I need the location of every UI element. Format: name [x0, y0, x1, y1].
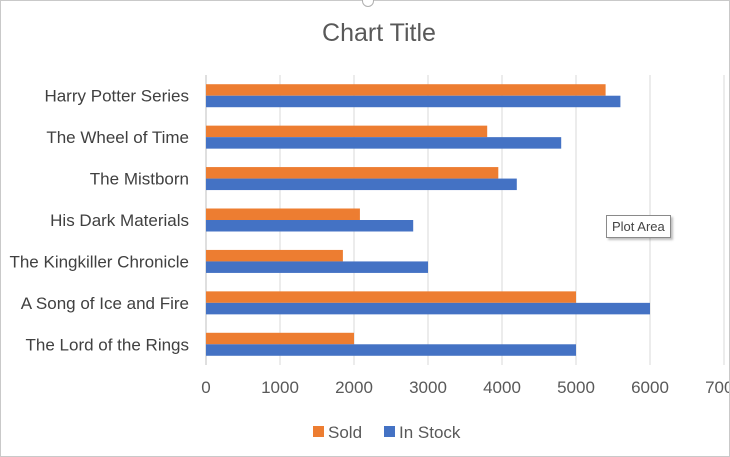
category-labels: Harry Potter Series The Wheel of Time The …: [9, 87, 189, 355]
x-tick-label: 7000: [705, 378, 729, 397]
legend[interactable]: Sold In Stock: [313, 423, 461, 442]
x-tick-label: 6000: [631, 378, 669, 397]
bar-in-stock[interactable]: [206, 220, 414, 232]
chart-title[interactable]: Chart Title: [322, 19, 436, 47]
bar-sold[interactable]: [206, 208, 360, 221]
bar-in-stock[interactable]: [206, 344, 576, 356]
category-label: The Wheel of Time: [46, 128, 189, 147]
plot-area-tooltip: Plot Area: [606, 215, 671, 238]
bar-sold[interactable]: [206, 125, 488, 138]
x-tick-label: 3000: [409, 378, 447, 397]
legend-label[interactable]: Sold: [328, 423, 362, 442]
bar-in-stock[interactable]: [206, 95, 621, 108]
x-tick-label: 2000: [335, 378, 373, 397]
gridlines: [205, 75, 725, 365]
bars[interactable]: [206, 84, 650, 356]
x-tick-label: 1000: [261, 378, 299, 397]
bar-in-stock[interactable]: [206, 178, 517, 191]
category-label: The Kingkiller Chronicle: [9, 252, 189, 271]
bar-sold[interactable]: [206, 84, 606, 96]
x-tick-label: 4000: [483, 378, 521, 397]
category-label: The Lord of the Rings: [26, 335, 189, 354]
legend-swatch: [384, 426, 395, 437]
x-tick-label: 5000: [557, 378, 595, 397]
category-label: Harry Potter Series: [44, 87, 189, 106]
bar-sold[interactable]: [206, 291, 576, 303]
bar-in-stock[interactable]: [206, 261, 428, 273]
category-label: A Song of Ice and Fire: [21, 294, 189, 313]
bar-in-stock[interactable]: [206, 302, 650, 315]
legend-swatch: [313, 426, 324, 437]
x-tick-label: 0: [201, 378, 210, 397]
legend-label[interactable]: In Stock: [399, 423, 461, 442]
bar-in-stock[interactable]: [206, 137, 562, 149]
x-axis-tick-labels: 0 1000 2000 3000 4000 5000 6000 7000: [201, 378, 729, 397]
category-label: His Dark Materials: [50, 211, 189, 230]
bar-sold[interactable]: [206, 332, 354, 345]
category-label: The Mistborn: [90, 170, 189, 189]
bar-sold[interactable]: [206, 167, 499, 179]
bar-sold[interactable]: [206, 249, 343, 262]
